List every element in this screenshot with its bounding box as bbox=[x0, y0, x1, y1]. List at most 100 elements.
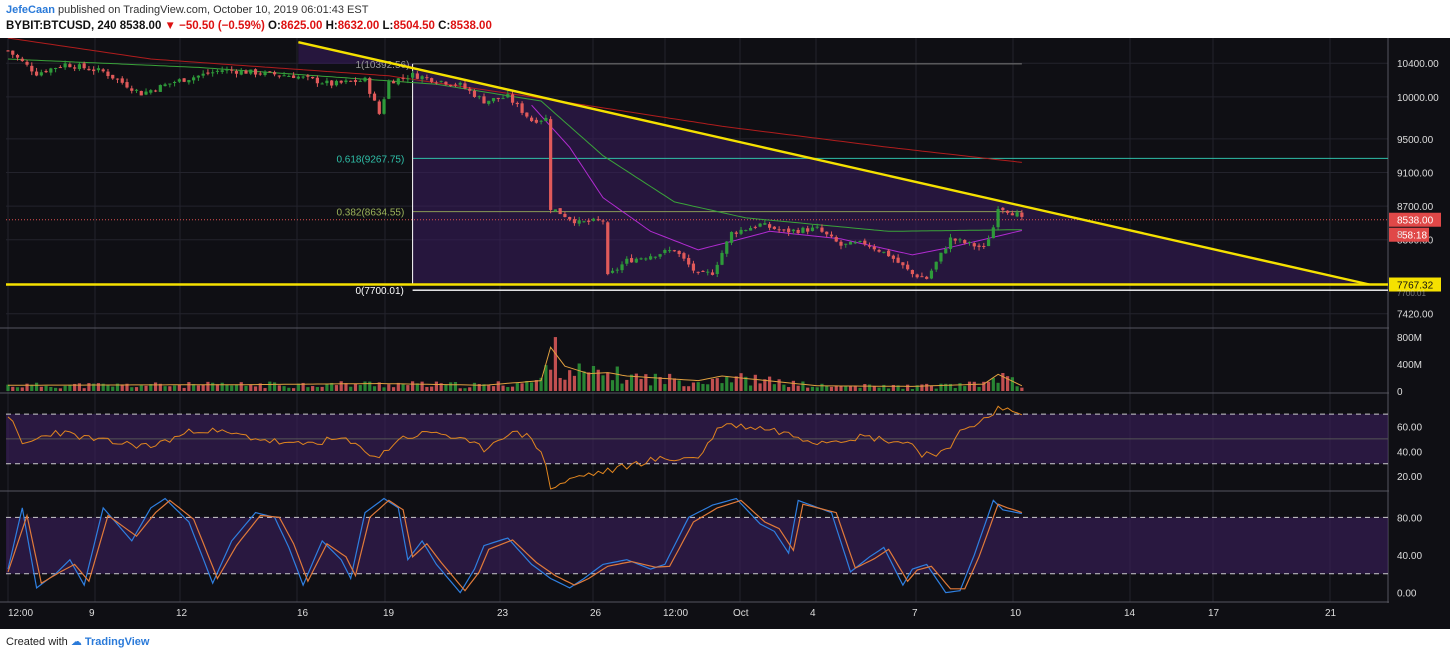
candle bbox=[587, 218, 591, 225]
volume-bar bbox=[963, 386, 967, 391]
stoch-pane[interactable] bbox=[6, 497, 1388, 594]
volume-bar bbox=[225, 384, 229, 391]
volume-tick-label: 0 bbox=[1397, 387, 1403, 398]
candle-body bbox=[920, 276, 924, 278]
candle-body bbox=[163, 84, 167, 87]
candle bbox=[125, 78, 129, 89]
candle-body bbox=[649, 256, 653, 260]
time-tick-label: 10 bbox=[1010, 608, 1022, 619]
time-tick-label: 21 bbox=[1325, 608, 1337, 619]
volume-bar bbox=[77, 383, 81, 391]
candle bbox=[58, 65, 62, 69]
candle-body bbox=[820, 227, 824, 232]
candle-body bbox=[639, 258, 643, 260]
candle-body bbox=[606, 222, 610, 275]
volume-bar bbox=[596, 369, 600, 391]
candle-body bbox=[991, 227, 995, 239]
candle-body bbox=[996, 209, 1000, 228]
author-link[interactable]: JefeCaan bbox=[6, 4, 55, 16]
candle bbox=[953, 238, 957, 245]
tradingview-brand[interactable]: TradingView bbox=[84, 636, 150, 648]
stoch-d-line bbox=[7, 499, 1023, 592]
candle bbox=[620, 261, 624, 274]
candle-body bbox=[63, 63, 67, 68]
candle-body bbox=[11, 50, 15, 55]
candle-body bbox=[929, 270, 934, 279]
price-change: −50.50 (−0.59%) bbox=[179, 20, 265, 32]
volume-bar bbox=[558, 377, 562, 391]
price-axis[interactable]: 10400.0010000.009500.009100.008700.00830… bbox=[1389, 38, 1450, 629]
chart-canvas[interactable]: 1(10392.56) 0.618(9267.75) 0.382(8634.55) 0… bbox=[0, 38, 1450, 629]
volume-pane[interactable] bbox=[6, 337, 1024, 391]
candle bbox=[763, 220, 767, 225]
candle bbox=[463, 80, 467, 90]
volume-bar bbox=[729, 382, 734, 391]
candle-body bbox=[349, 80, 353, 82]
time-axis[interactable]: 12:00 9 12 16 19 23 26 12:00 Oct 4 7 10 14 17 21 bbox=[0, 603, 1450, 629]
candle-body bbox=[39, 72, 43, 76]
candle-body bbox=[672, 250, 676, 252]
volume-bar bbox=[853, 385, 857, 391]
candle bbox=[715, 261, 719, 278]
sma-200-line bbox=[7, 38, 1022, 163]
last-price-label: 8538.00 bbox=[1397, 216, 1434, 227]
axis-background bbox=[1389, 38, 1450, 629]
volume-bar bbox=[96, 383, 101, 391]
volume-bar bbox=[920, 384, 924, 391]
candle bbox=[49, 67, 53, 76]
candle-body bbox=[420, 76, 424, 80]
candle-body bbox=[596, 219, 600, 221]
candle bbox=[710, 269, 715, 276]
time-tick-label: 19 bbox=[383, 608, 395, 619]
volume-bar bbox=[977, 387, 981, 391]
price-tick-label: 8700.00 bbox=[1397, 202, 1434, 213]
volume-bar bbox=[496, 381, 500, 391]
candle bbox=[834, 235, 838, 243]
candle bbox=[891, 254, 895, 263]
candle bbox=[168, 83, 172, 88]
volume-bar bbox=[491, 386, 496, 391]
candle bbox=[349, 80, 353, 82]
volume-bar bbox=[263, 388, 267, 391]
volume-bar bbox=[268, 381, 272, 391]
candle-body bbox=[977, 245, 981, 247]
candle-body bbox=[487, 100, 491, 104]
stoch-tick-label: 40.00 bbox=[1397, 551, 1422, 562]
volume-bar bbox=[725, 376, 729, 391]
candle bbox=[353, 77, 358, 86]
chart-footer: Created with ☁ TradingView bbox=[0, 629, 1450, 657]
volume-bar bbox=[173, 385, 177, 391]
candle-body bbox=[725, 241, 729, 254]
tradingview-logo-icon: ☁ bbox=[70, 636, 82, 648]
candle bbox=[696, 271, 700, 275]
volume-bar bbox=[125, 383, 129, 391]
volume-bar bbox=[682, 386, 686, 391]
candle bbox=[111, 74, 115, 80]
volume-bar bbox=[872, 385, 876, 391]
candle-body bbox=[568, 217, 572, 220]
candle-body bbox=[701, 271, 705, 273]
volume-bar bbox=[796, 385, 800, 391]
volume-bar bbox=[1001, 372, 1005, 391]
volume-bar bbox=[958, 383, 962, 391]
candle-body bbox=[25, 61, 29, 65]
volume-bar bbox=[163, 386, 167, 391]
candle-body bbox=[853, 242, 857, 244]
price-pane[interactable]: 1(10392.56) 0.618(9267.75) 0.382(8634.55) 0… bbox=[6, 38, 1388, 297]
candle-body bbox=[253, 69, 258, 75]
candle-body bbox=[82, 63, 86, 69]
candle-body bbox=[387, 81, 391, 99]
candle-body bbox=[15, 54, 20, 58]
candle bbox=[606, 221, 610, 276]
volume-bar bbox=[877, 387, 881, 391]
candle-body bbox=[311, 76, 315, 79]
time-tick-label: 26 bbox=[590, 608, 602, 619]
volume-bar bbox=[54, 387, 58, 391]
volume-bar bbox=[215, 384, 220, 391]
rsi-pane[interactable] bbox=[6, 405, 1388, 490]
candle-body bbox=[296, 76, 300, 79]
candle bbox=[739, 227, 743, 236]
volume-bar bbox=[39, 386, 43, 391]
candle bbox=[377, 99, 381, 116]
price-tick-label: 10400.00 bbox=[1397, 59, 1439, 70]
